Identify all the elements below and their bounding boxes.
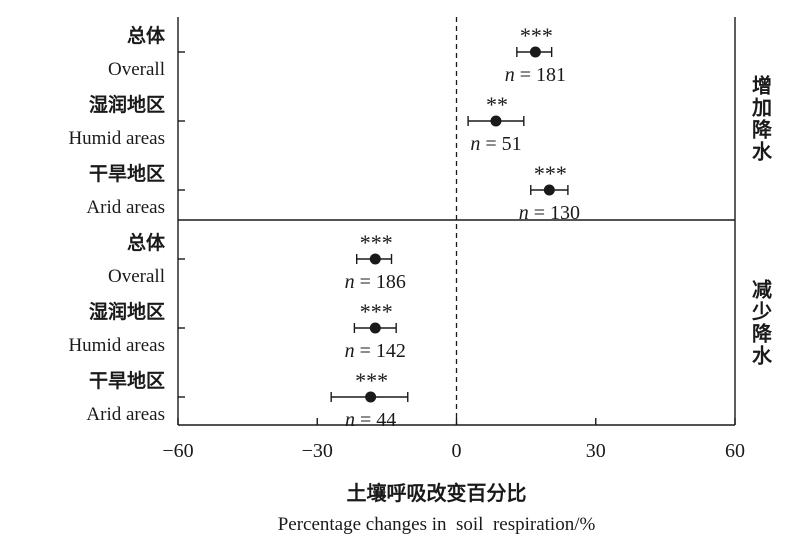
mean-point [490, 115, 502, 127]
mean-point [543, 184, 555, 196]
sample-size-symbol: n [345, 340, 355, 362]
sample-size-label: n = 186 [345, 271, 406, 293]
mean-point [529, 46, 541, 58]
category-label-english: Arid areas [86, 197, 165, 218]
x-tick-label: −60 [162, 440, 193, 462]
sample-size-symbol: n [519, 202, 529, 224]
significance-stars: *** [360, 299, 393, 324]
sample-size-value: = 130 [529, 202, 580, 224]
sample-size-value: = 186 [355, 271, 406, 293]
significance-stars: *** [520, 23, 553, 48]
mean-point [365, 391, 377, 403]
category-label-chinese: 总体 [127, 231, 166, 254]
category-label-english: Humid areas [68, 128, 165, 149]
panel-label-char: 降 [752, 118, 773, 142]
sample-size-label: n = 181 [505, 64, 566, 86]
x-tick-label: 60 [725, 440, 745, 462]
category-label-english: Overall [108, 59, 165, 80]
panel-label: 增加降水 [751, 74, 773, 164]
sample-size-label: n = 51 [470, 133, 521, 155]
sample-size-value: = 181 [515, 64, 566, 86]
panel-label-char: 增 [752, 74, 772, 98]
panel-label: 减少降水 [751, 278, 773, 368]
category-label-chinese: 干旱地区 [89, 369, 165, 392]
x-axis-label-english: Percentage changes in soil respiration/% [278, 514, 596, 535]
panel-label-char: 降 [752, 322, 773, 346]
panel-label-char: 少 [751, 300, 772, 324]
panel-label-char: 水 [752, 344, 773, 368]
panel-label-char: 加 [751, 96, 772, 120]
sample-size-value: = 51 [480, 133, 521, 155]
significance-stars: *** [360, 230, 393, 255]
category-label-english: Overall [108, 266, 165, 287]
mean-point [369, 253, 381, 265]
sample-size-label: n = 130 [519, 202, 580, 224]
category-label-chinese: 总体 [127, 24, 166, 47]
significance-stars: *** [534, 161, 567, 186]
category-label-english: Humid areas [68, 335, 165, 356]
x-tick-label: −30 [302, 440, 333, 462]
category-label-chinese: 湿润地区 [89, 300, 165, 323]
panel-label-char: 减 [752, 278, 772, 302]
significance-stars: *** [355, 368, 388, 393]
x-tick-label: 0 [452, 440, 462, 462]
panel-label-char: 水 [752, 140, 773, 164]
sample-size-symbol: n [345, 409, 355, 431]
significance-stars: ** [486, 92, 508, 117]
sample-size-symbol: n [345, 271, 355, 293]
sample-size-symbol: n [505, 64, 515, 86]
sample-size-symbol: n [470, 133, 480, 155]
sample-size-value: = 44 [355, 409, 396, 431]
category-label-chinese: 湿润地区 [89, 93, 165, 116]
mean-point [369, 322, 381, 334]
category-label-english: Arid areas [86, 404, 165, 425]
sample-size-label: n = 142 [345, 340, 406, 362]
sample-size-label: n = 44 [345, 409, 396, 431]
sample-size-value: = 142 [355, 340, 406, 362]
x-axis-ticks: −60 −30 0 30 60 [162, 418, 745, 462]
x-tick-label: 30 [586, 440, 606, 462]
x-axis-label-chinese: 土壤呼吸改变百分比 [347, 481, 527, 505]
category-label-chinese: 干旱地区 [89, 162, 165, 185]
